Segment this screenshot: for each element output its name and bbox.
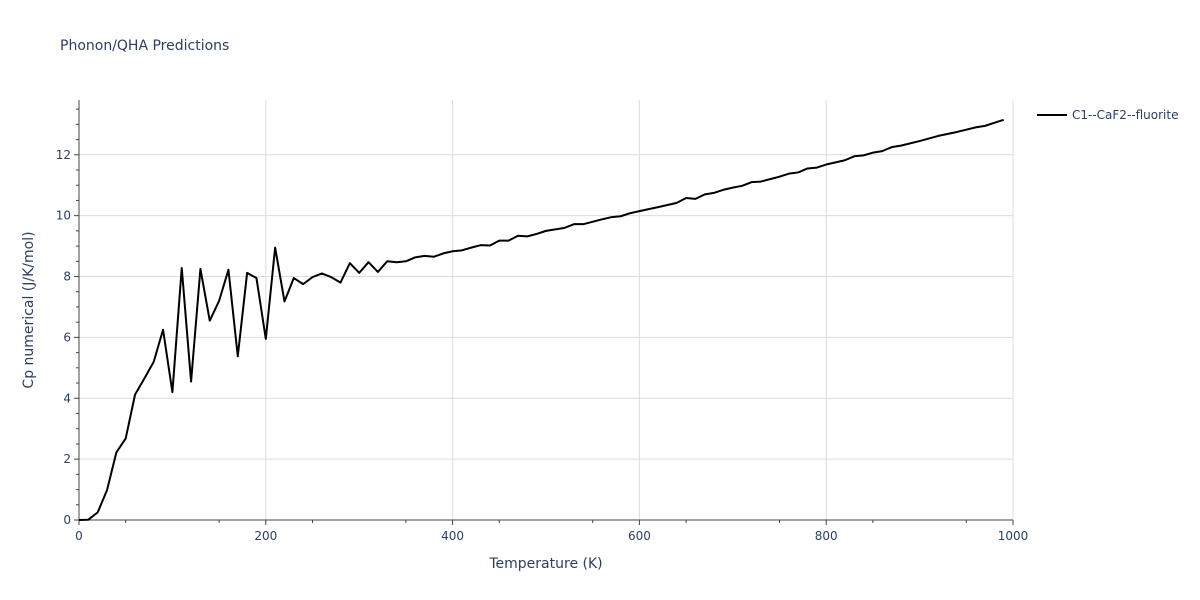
y-tick-label: 8 bbox=[63, 270, 71, 284]
legend-label: C1--CaF2--fluorite bbox=[1072, 108, 1178, 122]
y-tick-label: 4 bbox=[63, 391, 71, 405]
y-axis-title: Cp numerical (J/K/mol) bbox=[21, 231, 37, 388]
series-line[interactable] bbox=[78, 118, 1004, 521]
y-tick-label: 6 bbox=[63, 330, 71, 344]
x-tick-label: 600 bbox=[628, 529, 651, 543]
tick-labels: 0 200 400 600 800 1000 0 2 4 6 8 10 12 bbox=[56, 148, 1029, 543]
x-tick-label: 0 bbox=[75, 529, 83, 543]
x-tick-label: 800 bbox=[815, 529, 838, 543]
gridlines bbox=[79, 100, 1014, 520]
series-group bbox=[78, 118, 1004, 521]
x-tick-label: 400 bbox=[441, 529, 464, 543]
y-tick-label: 2 bbox=[63, 452, 71, 466]
legend[interactable]: C1--CaF2--fluorite bbox=[1037, 108, 1178, 122]
x-tick-label: 200 bbox=[254, 529, 277, 543]
axes bbox=[78, 100, 1013, 521]
x-axis-title: Temperature (K) bbox=[488, 556, 602, 572]
ticks bbox=[74, 108, 1014, 525]
y-tick-label: 0 bbox=[63, 513, 71, 527]
chart-title: Phonon/QHA Predictions bbox=[60, 38, 229, 54]
y-tick-label: 10 bbox=[56, 209, 71, 223]
x-tick-label: 1000 bbox=[998, 529, 1029, 543]
y-tick-label: 12 bbox=[56, 148, 71, 162]
